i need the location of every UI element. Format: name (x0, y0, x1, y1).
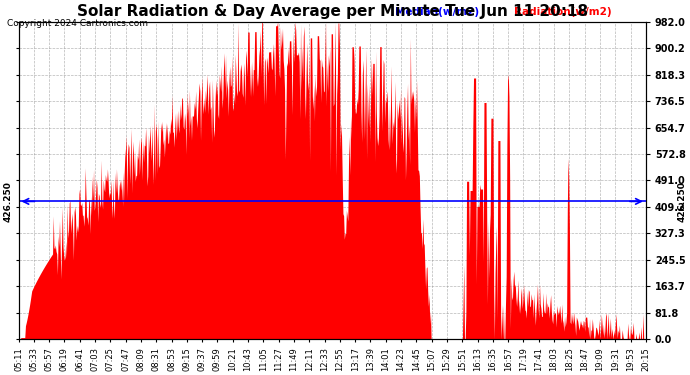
Text: Median(w/m2): Median(w/m2) (395, 8, 479, 17)
Text: Copyright 2024 Cartronics.com: Copyright 2024 Cartronics.com (7, 19, 148, 28)
Text: 426.250: 426.250 (677, 181, 686, 222)
Text: 426.250: 426.250 (3, 181, 12, 222)
Title: Solar Radiation & Day Average per Minute Tue Jun 11 20:18: Solar Radiation & Day Average per Minute… (77, 4, 588, 19)
Text: Radiation(w/m2): Radiation(w/m2) (514, 8, 612, 17)
